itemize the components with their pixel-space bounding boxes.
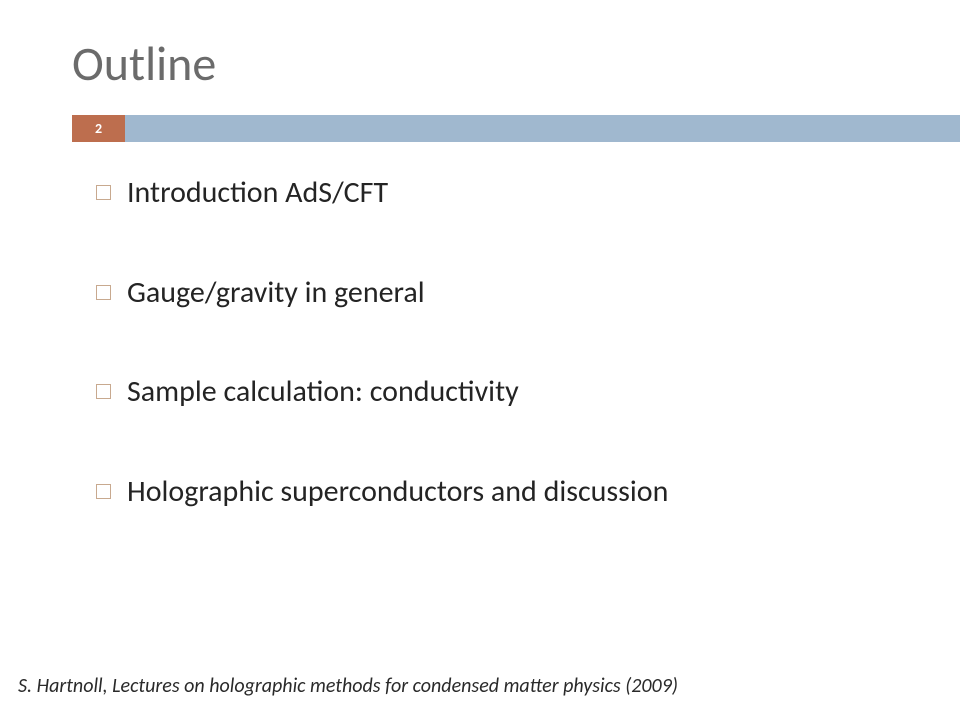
list-item: Sample calculation: conductivity xyxy=(96,373,888,411)
list-item: Gauge/gravity in general xyxy=(96,274,888,312)
list-item: Holographic superconductors and discussi… xyxy=(96,473,888,511)
square-bullet-icon xyxy=(96,384,111,399)
list-item: Introduction AdS/CFT xyxy=(96,174,888,212)
list-item-text: Introduction AdS/CFT xyxy=(127,174,388,212)
title-divider: 2 xyxy=(0,115,960,142)
slide-title: Outline xyxy=(72,34,216,93)
list-item-text: Sample calculation: conductivity xyxy=(127,373,519,411)
footer-citation: S. Hartnoll, Lectures on holographic met… xyxy=(18,674,678,698)
bullet-list: Introduction AdS/CFT Gauge/gravity in ge… xyxy=(96,174,888,510)
square-bullet-icon xyxy=(96,185,111,200)
list-item-text: Holographic superconductors and discussi… xyxy=(127,473,668,511)
page-number: 2 xyxy=(72,115,125,142)
square-bullet-icon xyxy=(96,285,111,300)
divider-accent: 2 xyxy=(72,115,125,142)
list-item-text: Gauge/gravity in general xyxy=(127,274,425,312)
square-bullet-icon xyxy=(96,484,111,499)
slide: Outline 2 Introduction AdS/CFT Gauge/gra… xyxy=(0,0,960,720)
divider-bar xyxy=(125,115,960,142)
